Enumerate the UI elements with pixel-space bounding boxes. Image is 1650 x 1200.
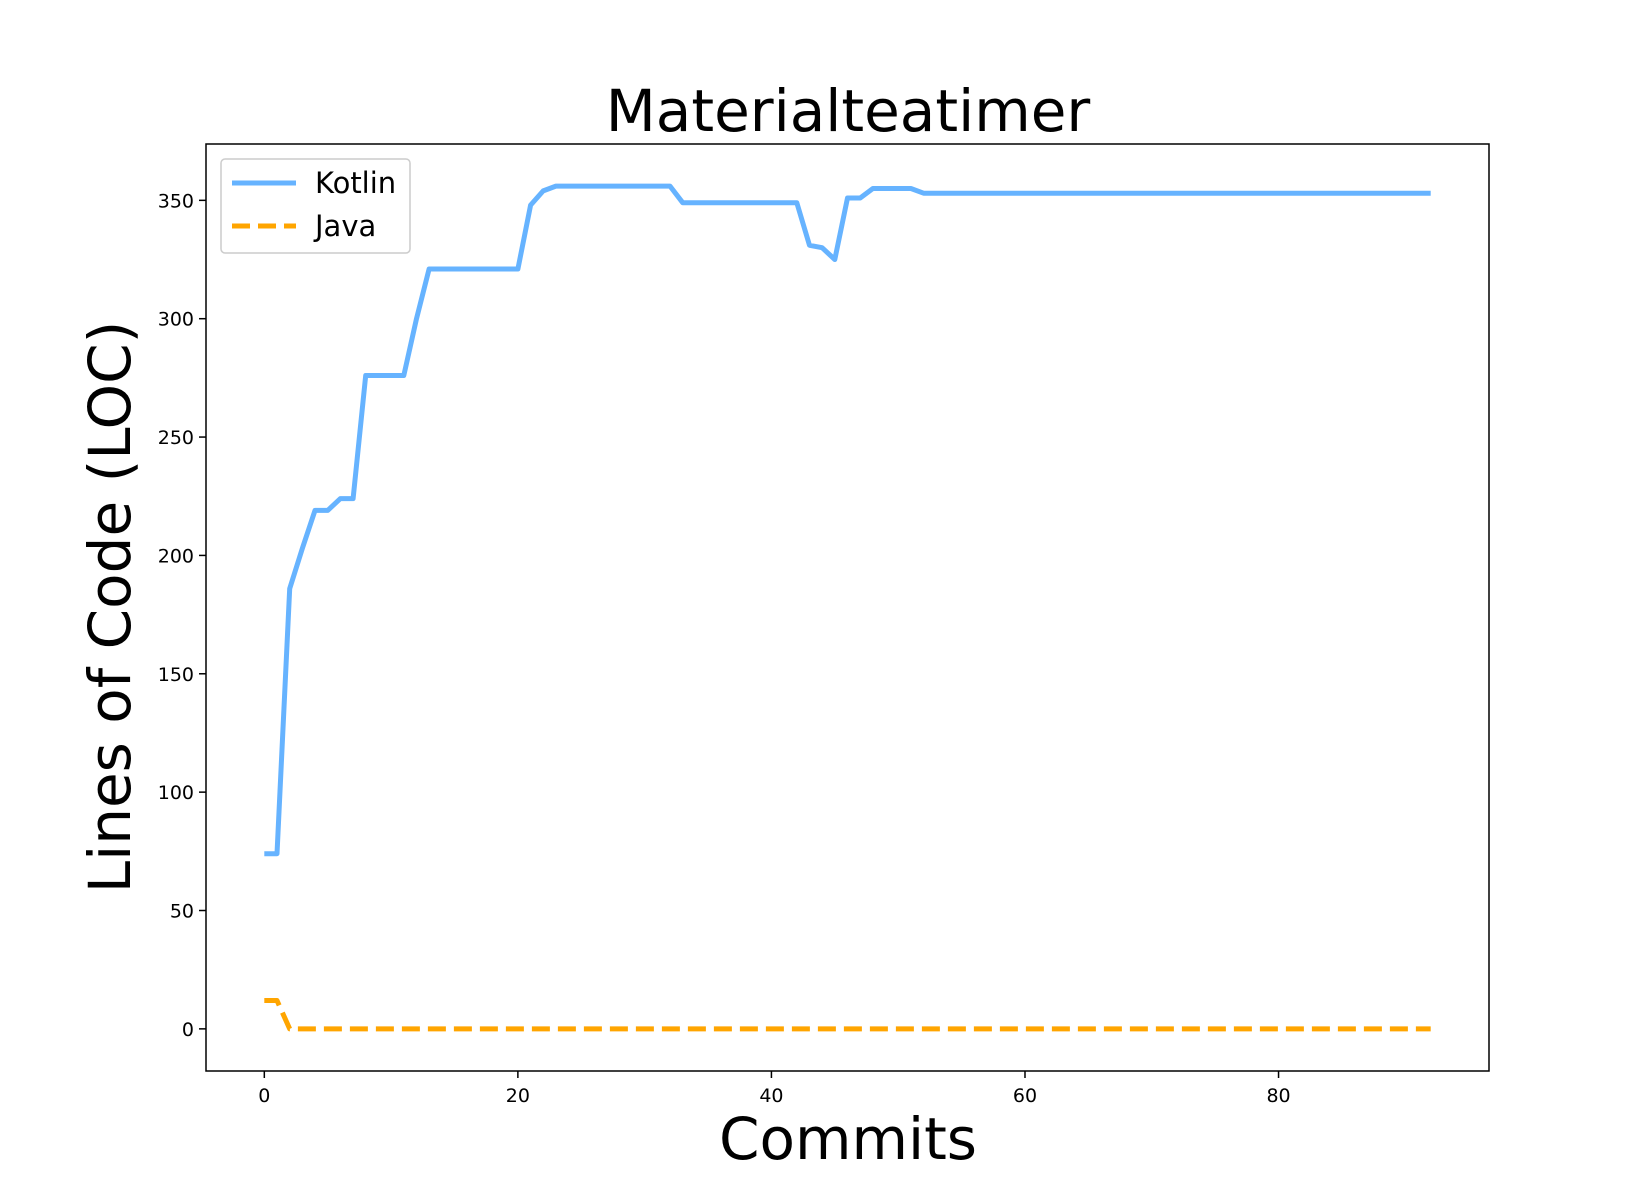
legend-label-java: Java — [313, 209, 376, 243]
x-axis-label: Commits — [719, 1105, 977, 1173]
x-tick-label: 80 — [1266, 1085, 1290, 1107]
x-axis: 0 20 40 60 80 — [258, 1071, 1291, 1107]
x-tick-label: 40 — [759, 1085, 783, 1107]
y-tick-label: 350 — [158, 190, 194, 212]
y-tick-label: 0 — [182, 1019, 194, 1041]
y-tick-label: 50 — [170, 901, 194, 923]
plot-area — [264, 183, 1431, 1032]
series-line-java — [264, 998, 1431, 1032]
x-tick-label: 20 — [506, 1085, 530, 1107]
y-tick-label: 300 — [158, 309, 194, 331]
y-axis-label: Lines of Code (LOC) — [76, 321, 144, 893]
legend: Kotlin Java — [220, 158, 411, 254]
chart-title: Materialteatimer — [606, 77, 1091, 145]
y-tick-label: 200 — [158, 545, 194, 567]
x-tick-label: 0 — [258, 1085, 270, 1107]
x-tick-label: 60 — [1013, 1085, 1037, 1107]
series-line-kotlin — [264, 183, 1431, 857]
plot-frame — [205, 143, 1490, 1072]
legend-label-kotlin: Kotlin — [315, 166, 396, 200]
y-tick-label: 150 — [158, 664, 194, 686]
y-tick-label: 100 — [158, 782, 194, 804]
y-tick-label: 250 — [158, 427, 194, 449]
y-axis: 0 50 100 150 200 250 300 350 — [158, 190, 206, 1041]
